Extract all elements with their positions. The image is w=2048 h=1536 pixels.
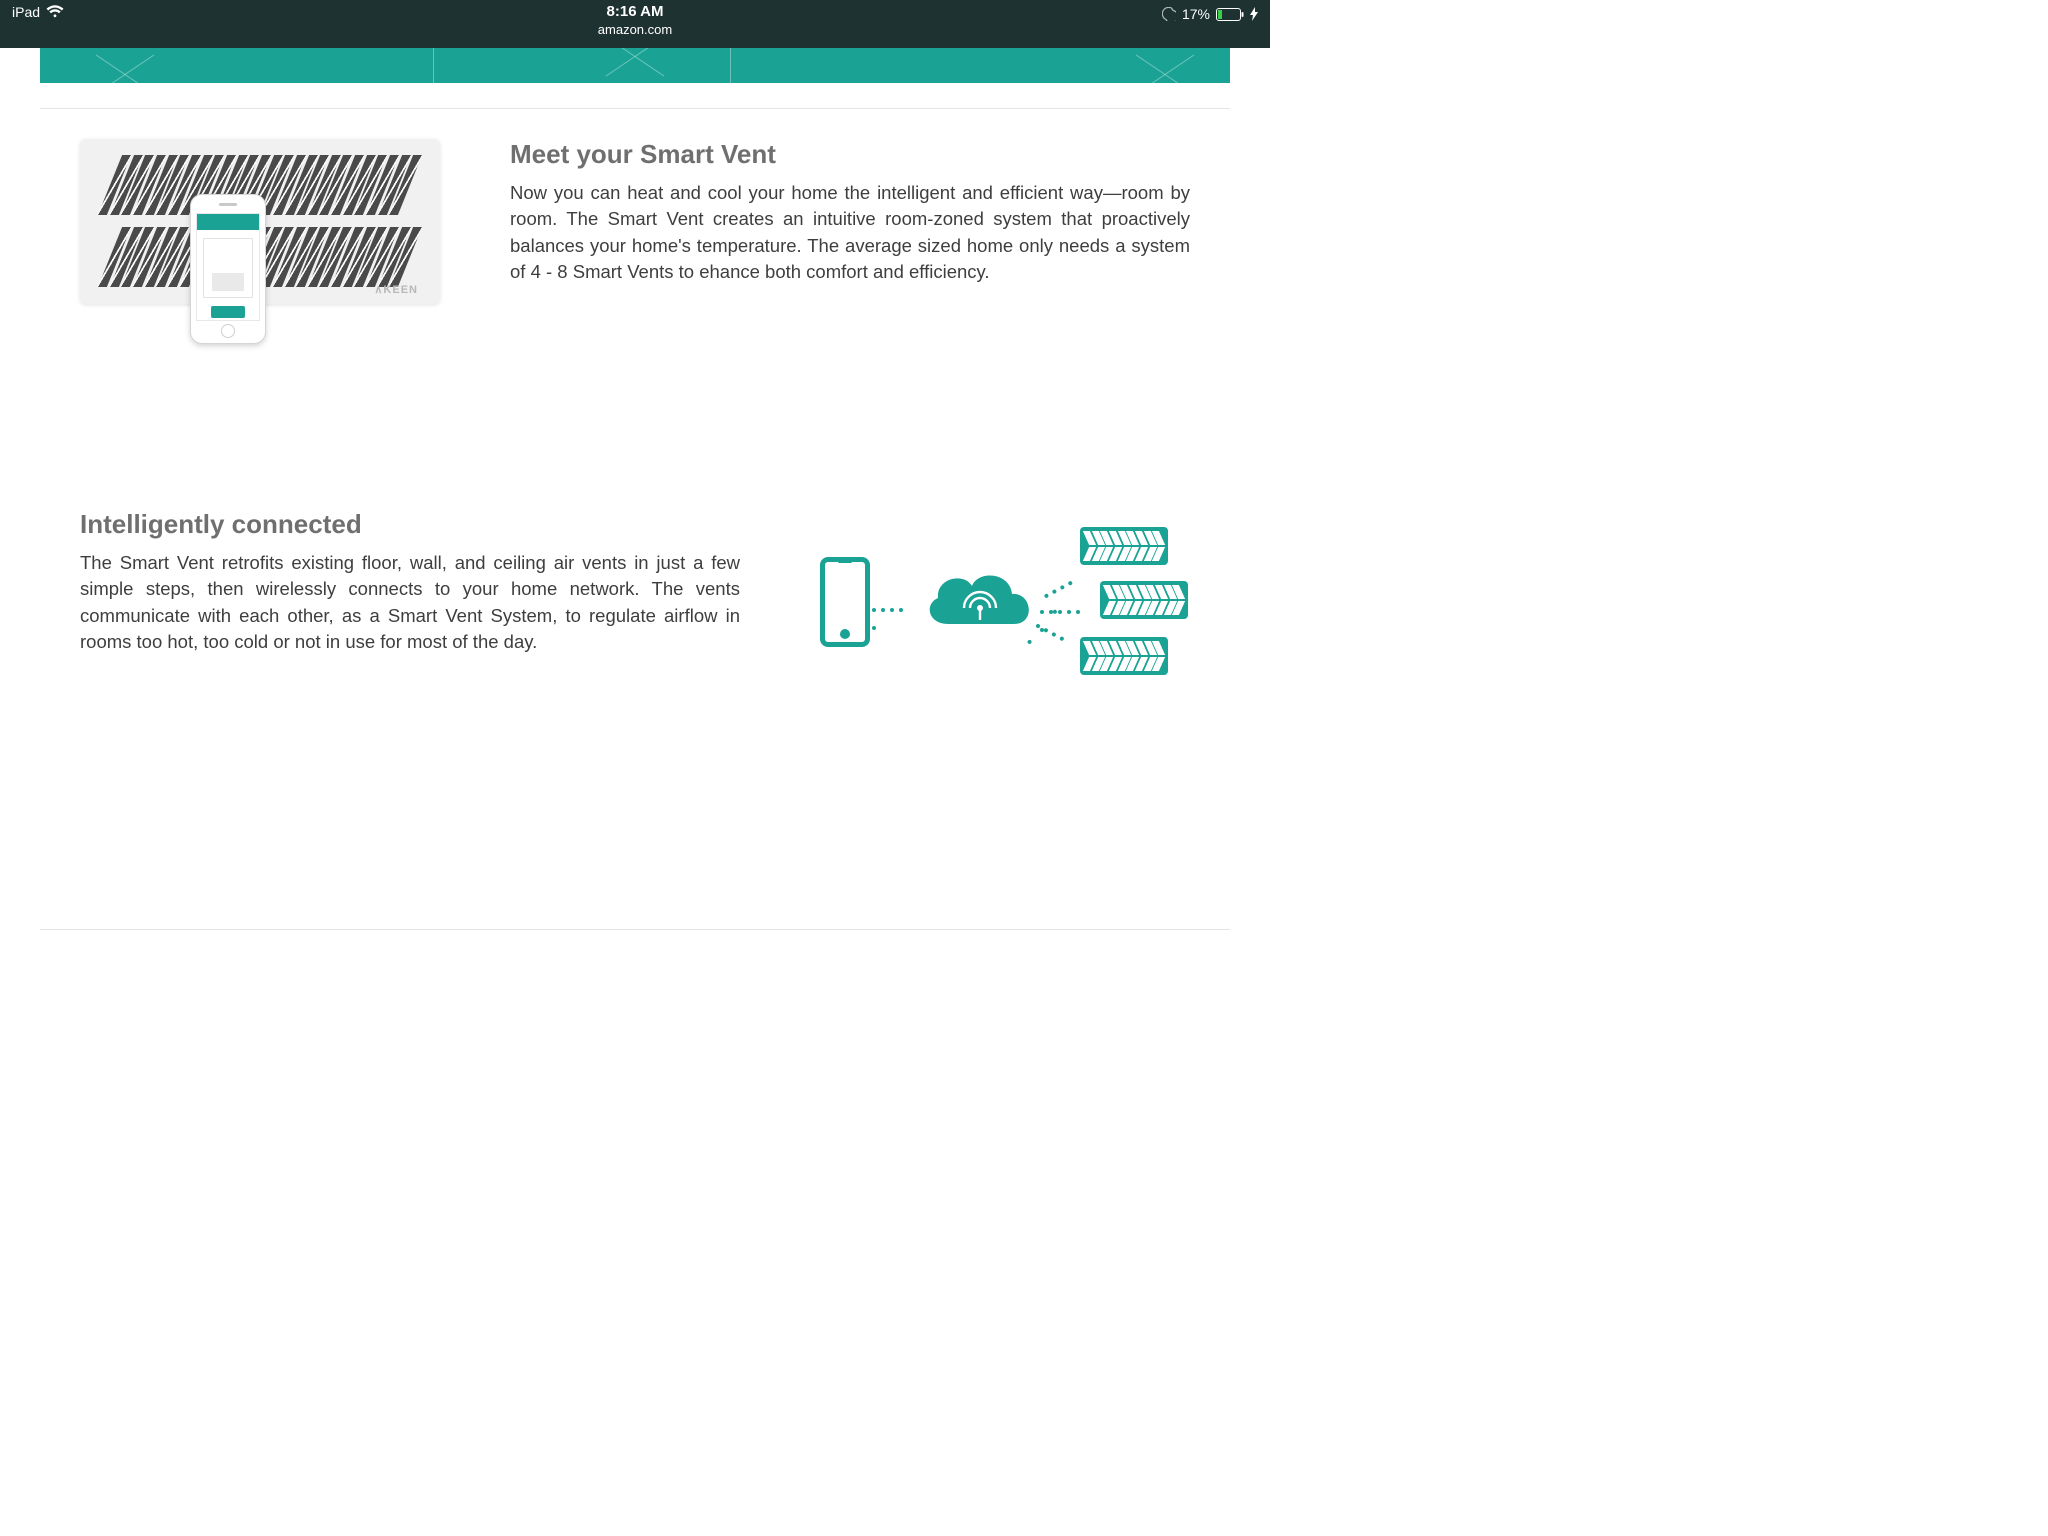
vent-icon xyxy=(1080,637,1168,675)
smart-vent-product-image: ∧KEEN xyxy=(80,139,440,339)
connection-dots-icon xyxy=(872,599,916,603)
connection-dots-icon xyxy=(1040,601,1092,605)
phone-mockup xyxy=(190,194,266,344)
do-not-disturb-icon xyxy=(1162,7,1176,21)
section2-body: The Smart Vent retrofits existing floor,… xyxy=(80,550,740,656)
connection-dots-icon xyxy=(1040,567,1079,590)
vent-icon xyxy=(1080,527,1168,565)
brand-mark: ∧KEEN xyxy=(374,283,418,296)
status-time: 8:16 AM xyxy=(598,3,672,20)
battery-percent: 17% xyxy=(1182,6,1210,22)
connection-dots-icon xyxy=(1040,615,1079,638)
divider xyxy=(40,929,1230,930)
vent-icon xyxy=(1100,581,1188,619)
phone-icon xyxy=(820,557,870,647)
status-domain: amazon.com xyxy=(598,22,672,37)
section2-heading: Intelligently connected xyxy=(80,509,740,540)
cloud-wireless-icon xyxy=(918,564,1038,634)
wifi-icon xyxy=(46,5,64,19)
section-meet-smart-vent: ∧KEEN Meet your Smart Vent Now you can h… xyxy=(80,139,1190,339)
ipad-status-bar: iPad 8:16 AM amazon.com 17% xyxy=(0,0,1270,48)
section-intelligently-connected: Intelligently connected The Smart Vent r… xyxy=(80,509,1190,689)
divider xyxy=(40,108,1230,109)
battery-icon xyxy=(1216,8,1244,21)
section1-heading: Meet your Smart Vent xyxy=(510,139,1190,170)
device-label: iPad xyxy=(12,4,40,20)
connectivity-diagram xyxy=(810,509,1190,689)
charging-icon xyxy=(1250,7,1258,21)
section1-body: Now you can heat and cool your home the … xyxy=(510,180,1190,286)
promo-header-band xyxy=(40,48,1230,83)
